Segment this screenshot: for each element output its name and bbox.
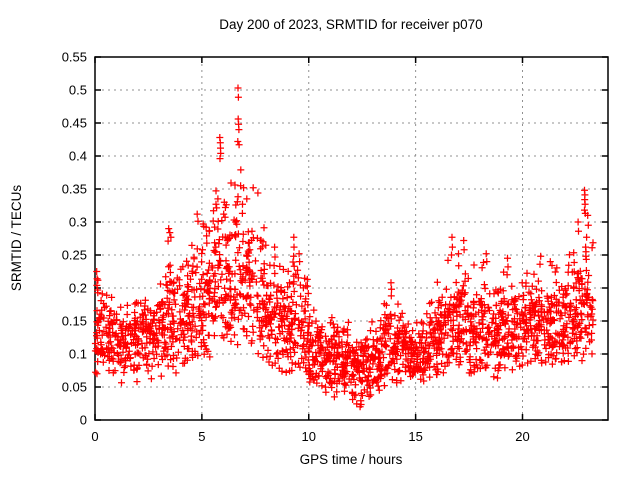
scatter-points bbox=[91, 84, 597, 411]
y-tick-label: 0 bbox=[80, 413, 87, 428]
y-tick-label: 0.2 bbox=[69, 281, 87, 296]
y-tick-label: 0.4 bbox=[69, 149, 87, 164]
y-tick-label: 0.45 bbox=[62, 116, 87, 131]
chart-title: Day 200 of 2023, SRMTID for receiver p07… bbox=[219, 17, 482, 32]
data-point-markers bbox=[91, 84, 597, 411]
y-tick-label: 0.15 bbox=[62, 314, 87, 329]
y-tick-label: 0.55 bbox=[62, 50, 87, 65]
y-tick-label: 0.3 bbox=[69, 215, 87, 230]
x-axis-label: GPS time / hours bbox=[300, 452, 403, 467]
y-tick-label: 0.1 bbox=[69, 347, 87, 362]
plot-border bbox=[94, 56, 609, 421]
y-tick-label: 0.5 bbox=[69, 83, 87, 98]
y-tick-label: 0.25 bbox=[62, 248, 87, 263]
x-tick-label: 0 bbox=[91, 429, 98, 444]
x-tick-label: 10 bbox=[302, 429, 316, 444]
x-tick-label: 15 bbox=[408, 429, 422, 444]
axis-tick-labels: 0 5 10 15 20 0 0.05 0.1 0.15 0.2 0.25 0.3 0.35 0.4 0.4… bbox=[62, 50, 530, 445]
x-tick-label: 5 bbox=[198, 429, 205, 444]
y-tick-label: 0.05 bbox=[62, 380, 87, 395]
y-tick-label: 0.35 bbox=[62, 182, 87, 197]
y-axis-label: SRMTID / TECUs bbox=[9, 185, 24, 292]
x-tick-label: 20 bbox=[515, 429, 529, 444]
